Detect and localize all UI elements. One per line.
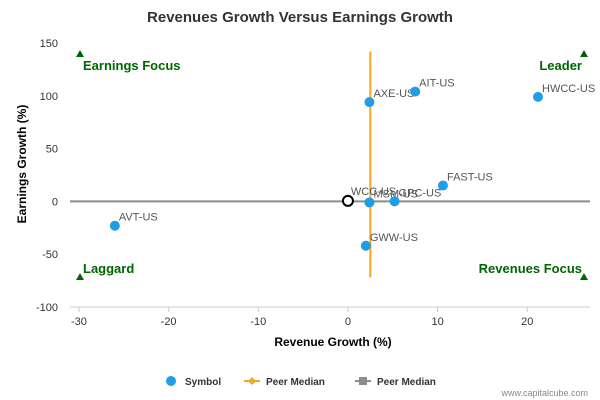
data-label-axe-us: AXE-US bbox=[373, 88, 414, 100]
legend-peer-median-label-2: Peer Median bbox=[377, 377, 436, 388]
top-left-marker-icon bbox=[76, 50, 84, 57]
data-point-gww-us[interactable] bbox=[360, 240, 371, 251]
data-label-gww-us: GWW-US bbox=[370, 232, 418, 244]
legend-peer-median-label-1: Peer Median bbox=[266, 377, 325, 388]
data-label-wcc-us: WCC-US bbox=[351, 186, 396, 198]
data-label-hwcc-us: HWCC-US bbox=[542, 83, 595, 95]
legend-item-symbol[interactable]: Symbol bbox=[166, 376, 221, 388]
chart-title: Revenues Growth Versus Earnings Growth bbox=[147, 9, 453, 26]
legend-symbol-dot-icon bbox=[166, 376, 176, 386]
x-tick-label: -30 bbox=[71, 316, 87, 328]
data-point-highlight-wcc-us[interactable] bbox=[341, 194, 354, 207]
data-point-axe-us[interactable] bbox=[364, 97, 375, 108]
data-point-hwcc-us[interactable] bbox=[533, 91, 543, 102]
quadrant-bottom-right: Revenues Focus bbox=[479, 261, 582, 276]
data-label-ait-us: AIT-US bbox=[419, 78, 454, 90]
y-tick-label: -50 bbox=[42, 249, 58, 261]
quadrant-bottom-left: Laggard bbox=[83, 261, 134, 276]
x-tick-label: -10 bbox=[250, 316, 266, 328]
x-axis-ticks: -30 -20 -10 0 10 20 bbox=[71, 307, 533, 328]
x-tick-label: 20 bbox=[521, 316, 533, 328]
y-tick-label: -100 bbox=[36, 302, 58, 314]
legend-gray-square-icon bbox=[359, 377, 367, 385]
legend: Symbol Peer Median Peer Median bbox=[166, 376, 436, 388]
legend-symbol-label: Symbol bbox=[185, 377, 221, 388]
y-axis-ticks: -100 -50 0 50 100 150 bbox=[36, 38, 58, 314]
credit-text[interactable]: www.capitalcube.com bbox=[500, 388, 588, 398]
bottom-left-marker-icon bbox=[76, 273, 84, 280]
top-right-marker-icon bbox=[580, 50, 588, 57]
x-tick-label: -20 bbox=[161, 316, 177, 328]
data-label-gpc-us: GPC-US bbox=[399, 187, 442, 199]
data-label-avt-us: AVT-US bbox=[119, 212, 158, 224]
bottom-right-marker-icon bbox=[580, 273, 588, 280]
legend-item-peer-median-horizontal[interactable]: Peer Median bbox=[355, 377, 436, 388]
x-tick-label: 0 bbox=[345, 316, 351, 328]
y-tick-label: 100 bbox=[40, 91, 58, 103]
data-point-msm-us[interactable] bbox=[364, 197, 375, 208]
quadrant-top-left: Earnings Focus bbox=[83, 58, 181, 73]
y-axis-title: Earnings Growth (%) bbox=[15, 105, 29, 224]
x-axis-title: Revenue Growth (%) bbox=[274, 335, 391, 349]
quadrant-top-right: Leader bbox=[539, 58, 582, 73]
data-label-msm-us: MSM-US bbox=[373, 188, 418, 200]
data-point-avt-us[interactable] bbox=[109, 220, 120, 231]
data-point-fast-us[interactable] bbox=[437, 180, 448, 191]
y-tick-label: 150 bbox=[40, 38, 58, 50]
legend-orange-diamond-icon bbox=[248, 377, 256, 385]
data-point-gpc-us[interactable] bbox=[389, 196, 400, 207]
quadrant-labels: Earnings Focus Leader Laggard Revenues F… bbox=[76, 50, 588, 280]
y-tick-label: 50 bbox=[46, 144, 58, 156]
data-label-fast-us: FAST-US bbox=[447, 172, 493, 184]
y-tick-label: 0 bbox=[52, 196, 58, 208]
data-point-ait-us[interactable] bbox=[410, 86, 421, 97]
x-tick-label: 10 bbox=[431, 316, 443, 328]
legend-item-peer-median-vertical[interactable]: Peer Median bbox=[244, 377, 325, 388]
